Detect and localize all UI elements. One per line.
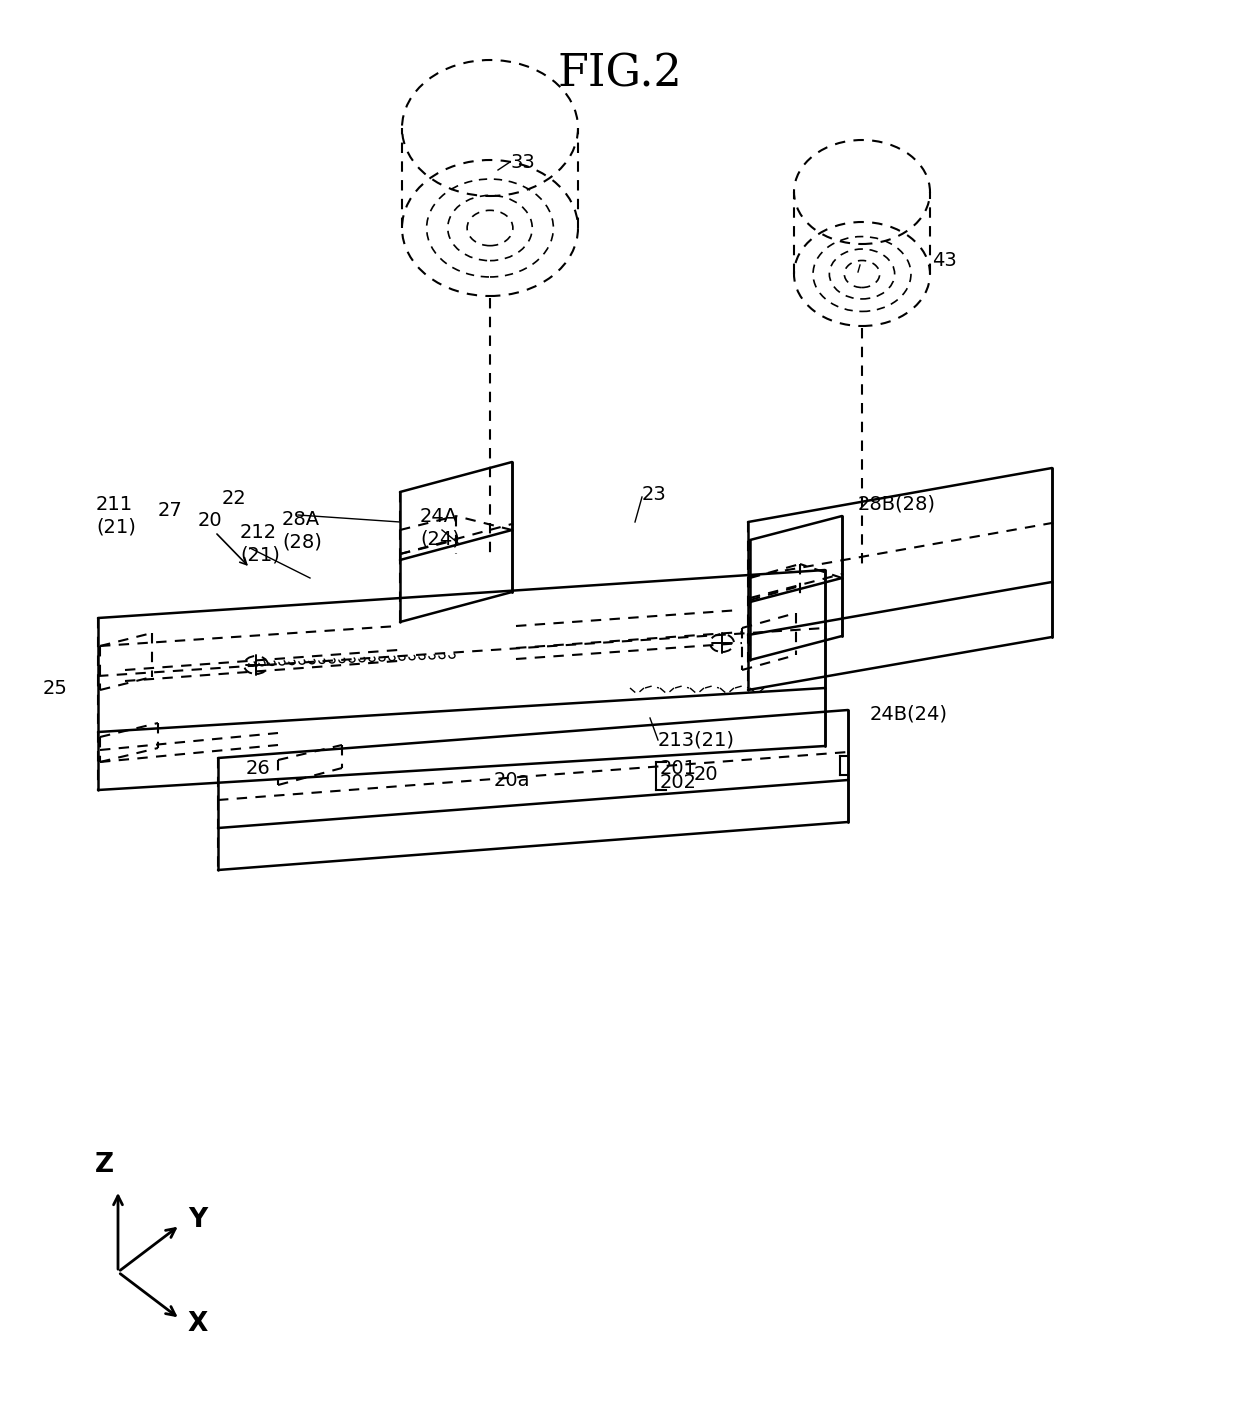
Text: 27: 27 (157, 500, 182, 520)
Text: 213(21): 213(21) (658, 731, 735, 750)
Text: 23: 23 (642, 485, 667, 503)
Text: 201: 201 (660, 758, 697, 778)
Text: 43: 43 (932, 251, 957, 269)
Text: 24A
(24): 24A (24) (420, 507, 460, 548)
Text: 28A
(28): 28A (28) (281, 510, 322, 551)
Text: 20a: 20a (494, 771, 531, 789)
Text: 24B(24): 24B(24) (870, 704, 949, 724)
Text: 212
(21): 212 (21) (241, 523, 280, 564)
Text: X: X (188, 1311, 208, 1338)
Text: 211
(21): 211 (21) (95, 496, 136, 537)
Text: 22: 22 (222, 489, 247, 507)
Text: 20: 20 (198, 510, 223, 530)
Text: FIG.2: FIG.2 (558, 52, 682, 95)
Text: 20: 20 (694, 765, 719, 785)
Text: 25: 25 (43, 679, 68, 697)
Text: 28B(28): 28B(28) (858, 495, 936, 513)
Text: Z: Z (94, 1152, 114, 1178)
Text: 33: 33 (510, 153, 534, 171)
Text: Y: Y (188, 1207, 207, 1233)
Text: 26: 26 (246, 758, 270, 778)
Text: 202: 202 (660, 774, 697, 792)
